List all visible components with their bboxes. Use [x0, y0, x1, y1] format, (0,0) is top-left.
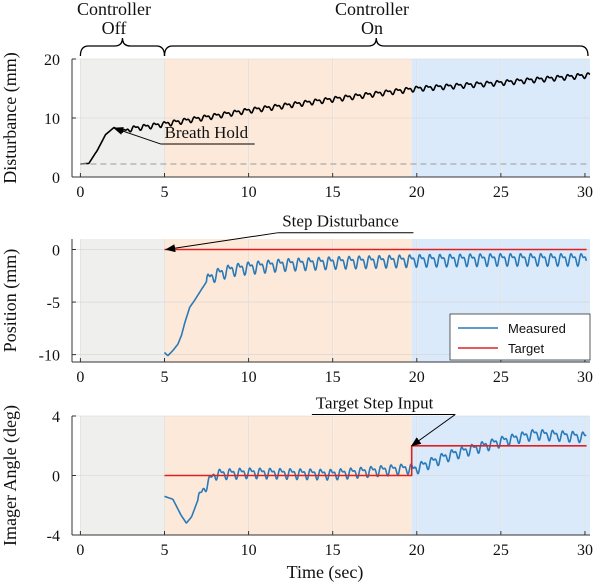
x-tick-label: 10: [241, 184, 257, 201]
y-tick-label: 20: [44, 52, 60, 69]
x-tick-label: 0: [76, 542, 84, 559]
x-tick-label: 30: [577, 369, 593, 386]
series-measured-line: [163, 253, 588, 357]
brace-controller-off: [79, 37, 166, 57]
panel-disturbance: 0 5 10 15 20 25 30 0 10 20 Disturbance (mm) Breath …: [0, 52, 593, 201]
y-tick-label: 4: [52, 409, 60, 426]
controller-on-label-line1: Controller: [335, 0, 409, 19]
x-tick-label: 25: [493, 369, 509, 386]
x-tick-label: 20: [409, 184, 425, 201]
x-tick-label: 10: [241, 542, 257, 559]
legend-box: [449, 313, 591, 361]
brace-controller-on: [163, 37, 589, 57]
legend-label: Target: [508, 341, 545, 356]
x-tick-label: 25: [493, 184, 509, 201]
series-measured-line: [164, 429, 587, 524]
x-tick-label: 30: [577, 542, 593, 559]
x-tick-label: 0: [76, 369, 84, 386]
annotation-label: Target Step Input: [316, 394, 434, 413]
annotation-label: Step Disturbance: [282, 212, 399, 231]
annotation-label: Breath Hold: [165, 123, 249, 142]
annotation-arrow: [113, 127, 161, 145]
y-tick-label: 0: [52, 469, 60, 486]
x-tick-label: 20: [409, 542, 425, 559]
annotation-arrow: [165, 232, 279, 253]
y-tick-label: -4: [47, 528, 60, 545]
y-axis-label: Imager Angle (deg): [0, 405, 21, 546]
annotation-arrow: [410, 414, 456, 447]
x-tick-label: 25: [493, 542, 509, 559]
region-off: [80, 239, 165, 362]
y-tick-label: 10: [44, 111, 60, 128]
y-axis-label: Disturbance (mm): [0, 52, 21, 183]
x-tick-label: 5: [161, 369, 169, 386]
panel-imager_angle: 0 5 10 15 20 25 30 4 0 -4 Imager Angle (deg) Target…: [0, 394, 593, 559]
controller-off-label-line1: Controller: [77, 0, 151, 19]
controller-on-label-line2: On: [361, 18, 383, 38]
x-tick-label: 5: [161, 542, 169, 559]
x-axis-label: Time (sec): [287, 562, 364, 583]
controller-headers: Controller Off Controller On: [77, 0, 409, 38]
y-tick-label: 0: [52, 170, 60, 187]
x-tick-label: 0: [76, 184, 84, 201]
series-disturbance-line: [80, 72, 591, 165]
region-on-mid: [164, 239, 412, 362]
y-tick-label: -5: [47, 295, 60, 312]
x-tick-label: 10: [241, 369, 257, 386]
y-axis-label: Position (mm): [0, 249, 21, 353]
x-tick-label: 20: [409, 369, 425, 386]
series-target-line: [164, 445, 587, 477]
x-tick-label: 15: [325, 542, 341, 559]
legend-label: Measured: [508, 321, 566, 336]
x-tick-label: 5: [161, 184, 169, 201]
y-tick-label: -10: [39, 348, 60, 365]
y-tick-label: 0: [52, 243, 60, 260]
controller-off-label-line2: Off: [102, 18, 127, 38]
panel-position: 0 5 10 15 20 25 30 0 -5 -10 Position (mm) Step Dist…: [0, 212, 593, 386]
x-tick-label: 15: [325, 184, 341, 201]
x-tick-label: 15: [325, 369, 341, 386]
legend: Measured Target: [449, 313, 591, 361]
x-tick-label: 30: [577, 184, 593, 201]
